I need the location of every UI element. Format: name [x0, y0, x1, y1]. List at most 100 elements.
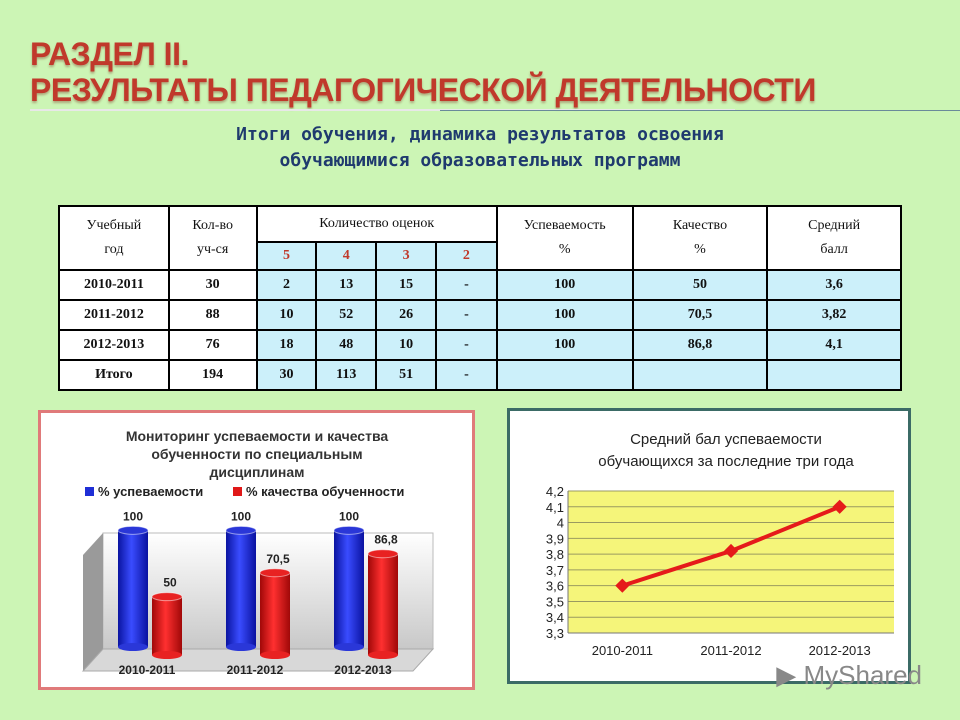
header-grade-5: 5 — [255, 241, 318, 271]
y-tick-label: 3,5 — [546, 594, 564, 609]
legend-swatch — [85, 487, 94, 496]
bar-quality-top — [259, 568, 291, 578]
cell-grade-4: 48 — [315, 329, 378, 361]
header-grade-3: 3 — [375, 241, 438, 271]
x-tick-label: 2011-2012 — [700, 643, 761, 658]
header-grades: Количество оценок — [255, 205, 498, 243]
cell-grade-4: 113 — [315, 359, 378, 391]
cell-quality — [631, 359, 769, 391]
cell-success: 100 — [495, 269, 634, 301]
legend-label: % качества обученности — [246, 484, 404, 499]
watermark: ▶ MyShared — [776, 660, 922, 690]
slide-subtitle: Итоги обучения, динамика результатов осв… — [0, 122, 960, 174]
bar-success-top — [117, 525, 149, 535]
header-avg: Средний балл — [766, 205, 902, 271]
bar-label: 100 — [339, 509, 359, 523]
cell-quality: 70,5 — [631, 299, 769, 331]
cell-grade-3: 51 — [375, 359, 438, 391]
cell-grade-2: - — [435, 329, 498, 361]
y-tick-label: 3,9 — [546, 531, 564, 546]
bar-success-base — [334, 643, 364, 651]
bar-success — [334, 530, 364, 647]
cell-grade-3: 10 — [375, 329, 438, 361]
cell-success: 100 — [495, 329, 634, 361]
cell-grade-5: 30 — [255, 359, 318, 391]
bar-success — [226, 530, 256, 647]
cell-avg: 3,6 — [766, 269, 902, 301]
cell-grade-2: - — [435, 269, 498, 301]
cell-count: 88 — [167, 299, 258, 331]
y-tick-label: 3,7 — [546, 563, 564, 578]
subtitle-line-2: обучающимися образовательных программ — [279, 150, 681, 171]
results-table: Учебный год Кол-во уч-ся Количество оценок… — [58, 205, 902, 391]
x-tick-label: 2012-2013 — [809, 643, 871, 658]
y-tick-label: 3,6 — [546, 579, 564, 594]
avg-score-chart-panel: Средний бал успеваемости обучающихся за п… — [507, 408, 911, 684]
subtitle-line-1: Итоги обучения, динамика результатов осв… — [236, 124, 724, 145]
header-count: Кол-во уч-ся — [167, 205, 258, 271]
y-tick-label: 3,3 — [546, 626, 564, 641]
x-tick-label: 2010-2011 — [119, 663, 176, 677]
success-quality-chart-panel: Мониторинг успеваемости и качества обучен… — [38, 410, 475, 690]
y-tick-label: 4,2 — [546, 484, 564, 499]
cell-avg: 4,1 — [766, 329, 902, 361]
cell-grade-2: - — [435, 299, 498, 331]
success-quality-chart: Мониторинг успеваемости и качества обучен… — [81, 428, 435, 677]
cell-count: 30 — [167, 269, 258, 301]
bar-label: 86,8 — [374, 533, 398, 547]
x-tick-label: 2010-2011 — [592, 643, 653, 658]
legend-swatch — [233, 487, 242, 496]
cell-grade-3: 15 — [375, 269, 438, 301]
legend-label: % успеваемости — [98, 484, 203, 499]
chart-title-line: Средний бал успеваемости — [630, 431, 822, 448]
bar-label: 100 — [123, 509, 143, 523]
cell-grade-2: - — [435, 359, 498, 391]
header-success: Успеваемость% — [495, 205, 634, 271]
section-heading: РЕЗУЛЬТАТЫ ПЕДАГОГИЧЕСКОЙ ДЕЯТЕЛЬНОСТИ — [30, 72, 816, 108]
header-quality: Качество% — [631, 205, 769, 271]
header-grade-4: 4 — [315, 241, 378, 271]
chart-title-line: дисциплинам — [209, 464, 304, 480]
cell-grade-5: 2 — [255, 269, 318, 301]
bar-label: 50 — [163, 576, 177, 590]
cell-count: 194 — [167, 359, 258, 391]
table-row: Итого 194 30 113 51- — [58, 359, 902, 391]
cell-year: 2012-2013 — [58, 329, 170, 361]
y-tick-label: 4 — [557, 516, 564, 531]
table-row: 2011-2012 88 10 52 26-100 70,5 3,82 — [58, 299, 902, 331]
cell-success — [495, 359, 634, 391]
table-row: 2010-2011 30 2 13 15-100 50 3,6 — [58, 269, 902, 301]
table-row: 2012-2013 76 18 48 10-100 86,8 4,1 — [58, 329, 902, 361]
plot-area — [568, 491, 894, 633]
cell-grade-5: 10 — [255, 299, 318, 331]
bar-label: 100 — [231, 509, 251, 523]
bar-success — [118, 530, 148, 647]
cell-year: 2011-2012 — [58, 299, 170, 331]
data-point — [723, 543, 739, 559]
bar-quality-top — [367, 549, 399, 559]
cell-grade-5: 18 — [255, 329, 318, 361]
y-tick-label: 3,8 — [546, 547, 564, 562]
cell-quality: 86,8 — [631, 329, 769, 361]
bar-quality — [260, 572, 290, 655]
bar-quality-base — [260, 651, 290, 659]
bar-quality-base — [152, 651, 182, 659]
bar-success-base — [118, 643, 148, 651]
x-tick-label: 2012-2013 — [334, 663, 392, 677]
y-tick-label: 4,1 — [546, 500, 564, 515]
section-title: РАЗДЕЛ II. — [30, 36, 189, 72]
bar-label: 70,5 — [266, 552, 290, 566]
title-underline — [30, 109, 735, 111]
cell-grade-3: 26 — [375, 299, 438, 331]
x-tick-label: 2011-2012 — [227, 663, 284, 677]
bar-success-base — [226, 643, 256, 651]
header-year: Учебный год — [58, 205, 170, 271]
bar-quality — [152, 596, 182, 655]
cell-success: 100 — [495, 299, 634, 331]
title-divider — [440, 110, 960, 111]
bar-success-top — [333, 525, 365, 535]
cell-count: 76 — [167, 329, 258, 361]
chart-title-line: обученности по специальным — [151, 446, 362, 462]
bar-quality-top — [151, 592, 183, 602]
cell-quality: 50 — [631, 269, 769, 301]
